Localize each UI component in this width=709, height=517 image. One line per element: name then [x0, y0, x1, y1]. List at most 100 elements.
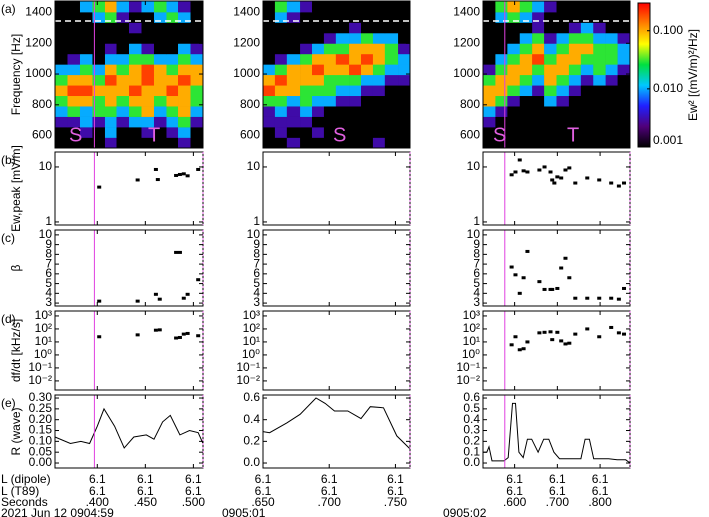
cell — [274, 1, 288, 13]
cell — [312, 74, 325, 86]
y-tick-label: 10¹ — [35, 334, 52, 348]
y-tick-label: 7 — [473, 256, 480, 270]
cell — [79, 32, 93, 44]
cell — [79, 53, 93, 65]
cell — [300, 12, 313, 23]
cell — [568, 85, 582, 97]
l-dipole-label: 6.1 — [185, 472, 202, 486]
panel-label: (b) — [1, 153, 16, 167]
cell — [335, 64, 350, 76]
cell — [312, 12, 325, 23]
cell — [79, 74, 93, 86]
cell — [605, 53, 618, 65]
cell — [286, 22, 301, 34]
point — [157, 328, 162, 332]
cell — [605, 43, 618, 55]
cell — [300, 53, 313, 65]
cell — [361, 1, 374, 13]
cell — [79, 64, 93, 76]
cell — [617, 85, 630, 97]
cell — [593, 1, 606, 13]
cell — [384, 85, 399, 97]
time-label: 0905:02 — [443, 506, 487, 517]
frame — [262, 310, 411, 391]
point — [181, 172, 186, 176]
cell — [544, 32, 557, 44]
cell — [532, 106, 545, 117]
cell — [593, 137, 606, 148]
cell — [274, 64, 288, 76]
l-t89-label: 6.1 — [185, 484, 202, 498]
cell — [178, 22, 191, 34]
cell — [495, 32, 508, 44]
y-tick-label: 10⁻² — [236, 373, 260, 387]
cell — [153, 64, 167, 76]
cell — [483, 43, 496, 55]
l-t89-label: 6.1 — [255, 484, 272, 498]
x-tick-label: .650 — [251, 495, 275, 509]
cell — [532, 12, 545, 23]
cell — [312, 116, 325, 128]
cell — [312, 1, 325, 13]
cell — [286, 137, 301, 148]
point — [537, 331, 542, 335]
cell — [483, 137, 496, 148]
point — [509, 343, 514, 347]
point — [196, 334, 201, 338]
cell — [141, 85, 155, 97]
cell — [398, 137, 410, 148]
cell — [55, 106, 68, 117]
cell — [519, 53, 533, 65]
cell — [67, 53, 81, 65]
cell — [104, 53, 117, 65]
cell — [129, 22, 142, 34]
cell — [141, 137, 155, 148]
point — [181, 332, 186, 336]
cell — [116, 64, 130, 76]
cell — [349, 106, 362, 117]
cell — [129, 43, 142, 55]
cell — [372, 116, 386, 128]
cell — [335, 74, 350, 86]
cell — [519, 12, 533, 23]
cell — [507, 116, 521, 128]
cell — [166, 12, 179, 23]
cell — [129, 12, 142, 23]
cell — [507, 32, 521, 44]
cell — [384, 116, 399, 128]
cell — [166, 116, 179, 128]
x-tick-label: .450 — [134, 495, 158, 509]
cell — [300, 85, 313, 97]
y-tick-label: 0.2 — [243, 434, 260, 448]
cell — [580, 137, 594, 148]
cell — [519, 116, 533, 128]
point — [550, 338, 555, 342]
y-tick-label: 0.20 — [29, 412, 53, 426]
cell — [178, 74, 191, 86]
cell — [286, 127, 301, 138]
y-tick-label: 600 — [460, 128, 480, 142]
cell — [104, 127, 117, 138]
cell — [544, 85, 557, 97]
cell — [349, 95, 362, 107]
point — [157, 297, 162, 301]
cell — [55, 53, 68, 65]
cell — [116, 12, 130, 23]
cell — [274, 85, 288, 97]
point — [525, 249, 530, 253]
cell — [483, 74, 496, 86]
point — [521, 347, 526, 351]
y-tick-label: 6 — [253, 266, 260, 280]
y-tick-label: 1400 — [453, 5, 480, 19]
cell — [384, 12, 399, 23]
y-tick-label: 1200 — [233, 35, 260, 49]
cell — [507, 137, 521, 148]
cell — [323, 137, 337, 148]
point — [509, 265, 514, 269]
cell — [55, 85, 68, 97]
cell — [398, 1, 410, 13]
region-label: T — [567, 124, 579, 146]
cell — [605, 64, 618, 76]
cell — [580, 64, 594, 76]
